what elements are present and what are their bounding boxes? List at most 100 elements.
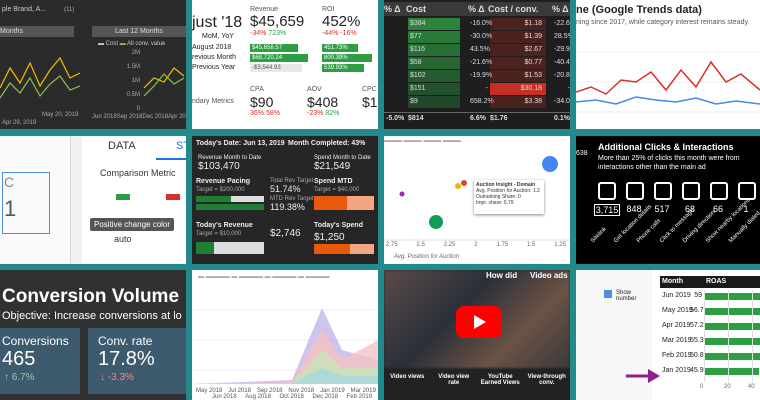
checkbox-label[interactable]: Show number	[616, 290, 637, 302]
value: $2,746	[270, 228, 301, 239]
delta: 58%	[265, 110, 280, 117]
cell: -22.6%	[554, 20, 570, 27]
y-tick-label: 0.5M	[126, 92, 140, 98]
value: $21,549	[314, 161, 351, 172]
header: Cost	[406, 4, 426, 14]
cell: $30.18	[490, 83, 546, 95]
count: 3,715	[594, 204, 620, 216]
table-row: $151- $30.18-	[384, 83, 570, 95]
x-tick-label: Mar 2019	[350, 388, 376, 394]
count: 517	[654, 204, 670, 214]
x-tick-label: Nov 2018	[288, 388, 315, 394]
value: $408	[307, 94, 339, 110]
delta: -34%	[250, 30, 267, 37]
x-tick-label: Sep 2018	[116, 114, 143, 120]
bar-label: 800.39%	[322, 54, 372, 62]
tooltip-line: Avg. Position for Auction: 1.2	[476, 188, 540, 194]
rotated-label: Phone calls	[636, 218, 663, 245]
label: Target = $200,000	[196, 187, 245, 193]
x-tick-label: Feb 2019	[346, 394, 372, 400]
x-tick-label: May 2018	[196, 388, 223, 394]
delta: 82%	[325, 110, 340, 117]
delta: -44%	[322, 30, 339, 37]
cell: -21.6%	[470, 59, 493, 66]
cell: -	[485, 85, 488, 92]
icon	[682, 182, 700, 200]
btn[interactable]: Last 12 Months	[92, 26, 186, 37]
label: Month Completed:	[288, 140, 350, 147]
tick-label: 20	[724, 384, 731, 390]
legend-item: All conv. value	[127, 41, 166, 47]
label: CPA	[250, 86, 264, 93]
x-tick-label: 1.75	[496, 242, 509, 248]
x-tick-label: 1.5	[527, 242, 536, 248]
legend: ▬ Cost ▬ All conv. value	[98, 41, 166, 47]
delta: -23%	[307, 110, 324, 117]
cell: $102	[408, 70, 460, 82]
cell: $151	[408, 83, 460, 95]
label: Total Rev Target	[270, 178, 314, 184]
total-cell: $814	[408, 115, 424, 122]
tile-pacing: Today's Date: Jun 13, 2019 Month Complet…	[192, 136, 378, 264]
tile-trend: ple Brand, A... (11) Months Last 12 Mont…	[0, 0, 186, 129]
label: 638	[576, 150, 588, 157]
tooltip-title: Auction Insight - Domain	[476, 182, 536, 188]
label: MTD Rev Target	[270, 196, 314, 202]
cell: -19.9%	[470, 72, 493, 79]
cell: -	[567, 85, 570, 92]
tick-label: 0	[700, 384, 704, 390]
cell: $2.67	[490, 44, 546, 56]
tile-roas: Show number Month ROAS Jun 2019 59 May 2019…	[576, 270, 760, 400]
bar	[704, 353, 760, 360]
icon	[654, 182, 672, 200]
month: Jan 2019	[662, 367, 691, 374]
value: 51.74%	[270, 184, 301, 194]
label: Target = $40,000	[314, 187, 360, 193]
sub: MoM, YoY	[202, 33, 234, 40]
label: Target = $10,000	[196, 231, 242, 237]
brand: ple Brand, A...	[2, 6, 46, 13]
grid-line	[752, 290, 753, 382]
grid-line	[704, 290, 705, 382]
value: $45,659	[250, 13, 305, 30]
count: 66	[712, 204, 723, 214]
cell: $58	[408, 57, 460, 69]
x-tick-label: 2.75	[386, 242, 398, 248]
tooltip-line: Impr. share: 0.79	[476, 200, 514, 206]
select[interactable]: auto	[114, 234, 132, 244]
rotated-label: Sitelink	[590, 226, 608, 245]
grid-line	[728, 290, 729, 382]
table-row: $9 658.2%$3.38 -34.0%	[384, 96, 570, 108]
bar	[704, 293, 760, 300]
tab[interactable]: DATA	[108, 140, 136, 152]
count: (11)	[64, 7, 75, 13]
month: Jun 2019	[662, 292, 691, 299]
btn[interactable]: Months	[0, 26, 74, 37]
delta: 723%	[268, 30, 287, 37]
column-header: YouTube Earned Views	[480, 374, 520, 386]
cell: 43.5%	[470, 46, 490, 53]
y-tick-label: 1.5M	[126, 64, 140, 70]
y-tick-label: 0	[136, 106, 140, 112]
value: 465	[2, 348, 36, 370]
delta: -3.3%	[107, 372, 134, 383]
subtitle: ning since 2017, while category interest…	[576, 19, 750, 26]
play-icon[interactable]	[456, 306, 502, 338]
label: Today's Date:	[196, 140, 242, 147]
value: 17.8%	[98, 348, 155, 370]
tab[interactable]: ST	[176, 140, 186, 152]
value: 43%	[351, 140, 366, 147]
tile-conv: Conversion Volume Objective: Increase co…	[0, 270, 186, 400]
bar-label: 451.73%	[322, 44, 358, 52]
tooltip-line: Outranking Share: 0	[476, 194, 521, 200]
label: Conversions	[2, 334, 69, 348]
value: 119.38%	[270, 202, 305, 212]
x-tick-label: May 20, 2019	[42, 112, 79, 118]
x-tick-label: 2	[474, 242, 478, 248]
x-tick-label: Oct 2018	[279, 394, 304, 400]
value: 45.9	[690, 367, 704, 374]
cell: $77	[408, 31, 460, 43]
tile-video: How did Video ads Video views Video view …	[384, 270, 570, 400]
label: ROI	[322, 6, 335, 13]
